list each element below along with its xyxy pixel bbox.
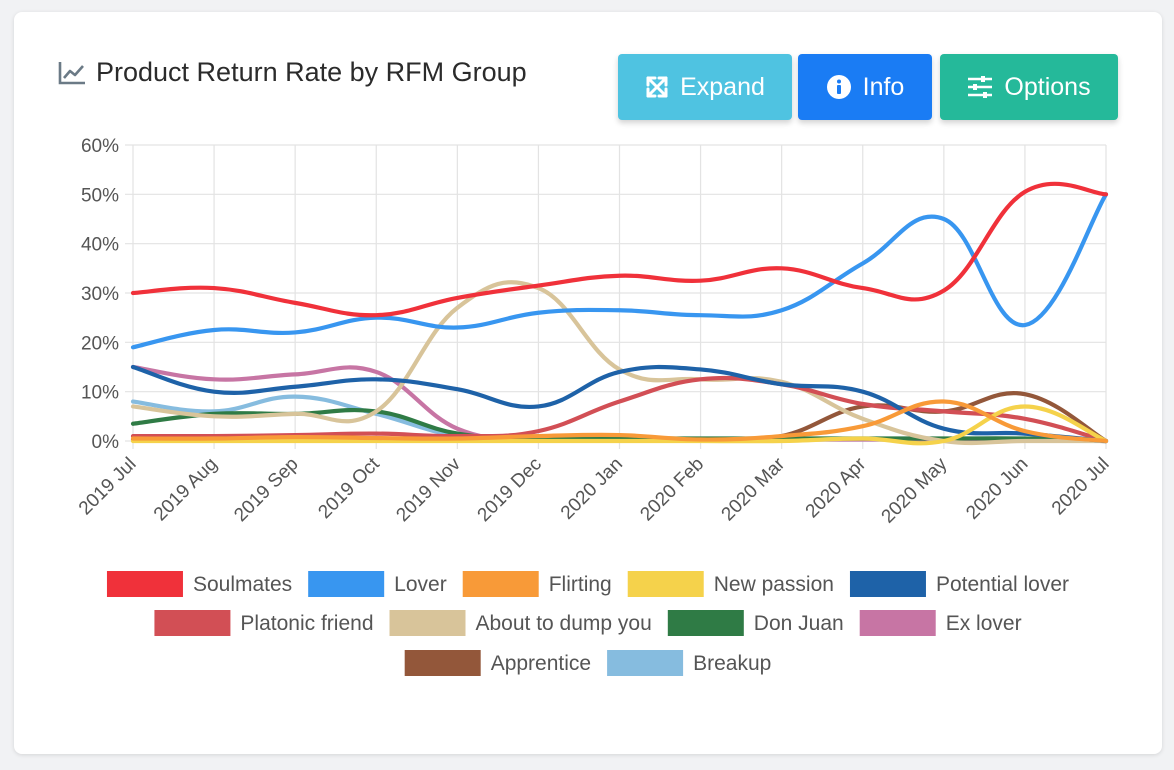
x-tick-label: 2020 Jul	[1048, 454, 1114, 520]
options-button[interactable]: Options	[940, 54, 1118, 120]
legend-swatch	[462, 571, 539, 597]
legend-label: Potential lover	[936, 573, 1069, 596]
legend-swatch	[106, 571, 183, 597]
x-tick-label: 2019 Oct	[314, 453, 384, 523]
legend: Soulmates Lover Flirting New passion Potenti…	[106, 571, 1069, 676]
x-tick-label: 2019 Sep	[230, 454, 302, 526]
legend-item-ex-lover[interactable]: Ex lover	[859, 610, 1022, 636]
series-line-lover[interactable]	[130, 192, 1109, 350]
x-tick-label: 2020 May	[878, 453, 952, 527]
x-tick-label: 2020 Jun	[962, 454, 1032, 524]
series-line-potential-lover[interactable]	[130, 364, 1109, 444]
legend-label: Don Juan	[754, 612, 844, 635]
y-tick-label: 0%	[92, 432, 120, 453]
x-tick-label: 2019 Jul	[75, 454, 141, 520]
series-line-soulmates[interactable]	[130, 181, 1109, 318]
legend-swatch	[849, 571, 926, 597]
y-tick-label: 50%	[81, 185, 119, 206]
line-chart-icon	[58, 61, 85, 84]
chart-title: Product Return Rate by RFM Group	[96, 57, 527, 87]
legend-item-don-juan[interactable]: Don Juan	[667, 610, 844, 636]
legend-item-breakup[interactable]: Breakup	[607, 650, 771, 676]
legend-item-new-passion[interactable]: New passion	[627, 571, 834, 597]
legend-item-about-to-dump-you[interactable]: About to dump you	[389, 610, 652, 636]
expand-button-label: Expand	[680, 72, 765, 101]
info-button[interactable]: Info	[798, 54, 932, 120]
legend-item-flirting[interactable]: Flirting	[462, 571, 612, 597]
legend-swatch	[389, 610, 466, 636]
x-tick-label: 2019 Dec	[474, 454, 546, 526]
x-tick-label: 2019 Nov	[393, 453, 466, 526]
sliders-icon	[968, 76, 993, 98]
series-line-new-passion[interactable]	[130, 404, 1109, 446]
x-tick-label: 2020 Jan	[557, 454, 627, 524]
options-button-label: Options	[1004, 72, 1091, 101]
series-lines	[130, 181, 1109, 446]
legend-label: About to dump you	[476, 612, 652, 635]
legend-label: New passion	[714, 573, 834, 596]
legend-item-platonic-friend[interactable]: Platonic friend	[154, 610, 374, 636]
legend-swatch	[627, 571, 704, 597]
legend-swatch	[607, 650, 684, 676]
series-line-flirting[interactable]	[130, 399, 1109, 444]
chart-card: Product Return Rate by RFM Group Expand …	[14, 12, 1162, 754]
y-tick-label: 10%	[81, 383, 119, 404]
legend-swatch	[404, 650, 481, 676]
x-tick-label: 2020 Feb	[636, 454, 708, 526]
legend-item-lover[interactable]: Lover	[308, 571, 447, 597]
legend-swatch	[859, 610, 936, 636]
expand-button[interactable]: Expand	[618, 54, 792, 120]
x-tick-label: 2020 Apr	[802, 453, 871, 522]
info-button-label: Info	[862, 72, 905, 101]
legend-label: Soulmates	[193, 573, 292, 596]
y-tick-label: 40%	[81, 235, 119, 256]
legend-swatch	[667, 610, 744, 636]
y-tick-label: 60%	[81, 136, 119, 157]
legend-label: Lover	[394, 573, 447, 596]
y-tick-label: 20%	[81, 333, 119, 354]
legend-item-soulmates[interactable]: Soulmates	[106, 571, 292, 597]
info-circle-icon	[826, 75, 851, 99]
legend-label: Breakup	[693, 652, 771, 675]
x-tick-label: 2020 Mar	[718, 453, 790, 525]
y-tick-label: 30%	[81, 284, 119, 305]
legend-label: Flirting	[549, 573, 612, 596]
line-chart: 0%10%20%30%40%50%60%2019 Jul 2019 Aug 2019…	[75, 136, 1114, 676]
x-tick-label: 2019 Aug	[150, 454, 222, 526]
legend-item-apprentice[interactable]: Apprentice	[404, 650, 591, 676]
legend-item-potential-lover[interactable]: Potential lover	[849, 571, 1069, 597]
chart-header: Product Return Rate by RFM Group	[58, 57, 527, 88]
expand-arrows-icon	[646, 76, 668, 98]
legend-label: Apprentice	[491, 652, 591, 675]
legend-label: Platonic friend	[240, 612, 373, 635]
legend-label: Ex lover	[946, 612, 1022, 635]
legend-swatch	[308, 571, 385, 597]
legend-swatch	[154, 610, 231, 636]
